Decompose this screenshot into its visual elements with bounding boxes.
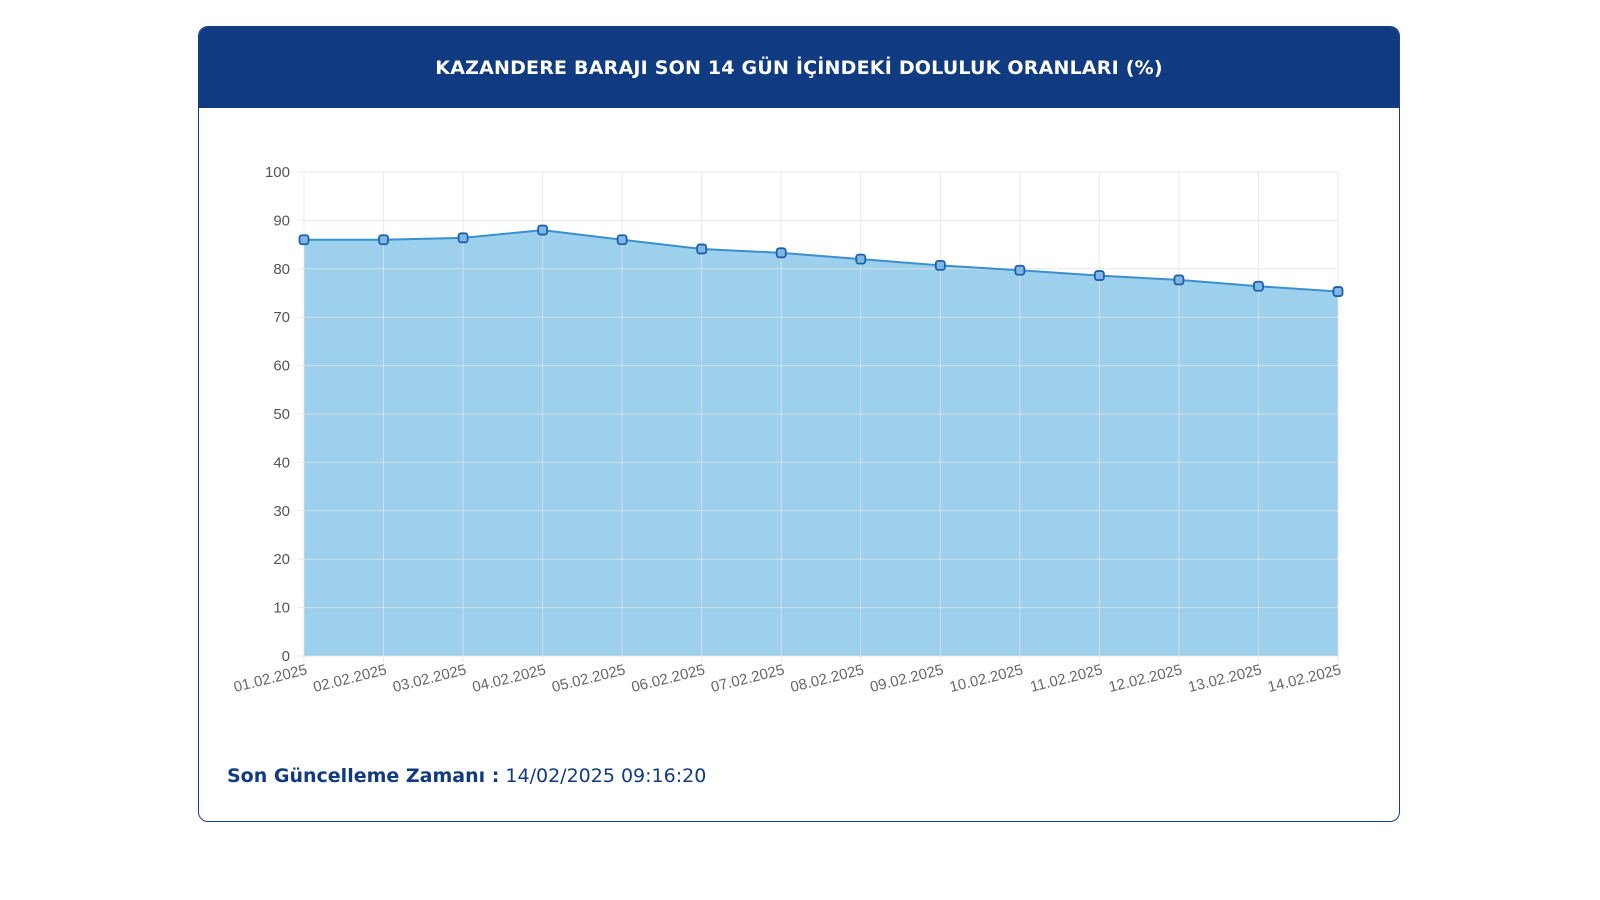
area-fill — [304, 230, 1338, 656]
x-tick-label: 09.02.2025 — [868, 661, 945, 696]
x-tick-label: 05.02.2025 — [550, 661, 627, 696]
data-point — [775, 247, 787, 259]
data-point — [457, 232, 469, 244]
y-tick-label: 50 — [273, 406, 290, 423]
y-tick-label: 10 — [273, 600, 290, 617]
data-point — [616, 234, 628, 246]
y-tick-label: 100 — [265, 164, 290, 181]
data-point — [1253, 280, 1264, 292]
chart-card: KAZANDERE BARAJI SON 14 GÜN İÇİNDEKİ DOL… — [198, 26, 1400, 822]
series-line — [304, 229, 1339, 293]
data-point — [855, 253, 867, 265]
y-tick-label: 20 — [273, 551, 290, 568]
card-header: KAZANDERE BARAJI SON 14 GÜN İÇİNDEKİ DOL… — [199, 27, 1399, 108]
data-point — [1173, 274, 1185, 286]
last-update-value: 14/02/2025 09:16:20 — [505, 765, 707, 787]
data-point — [1014, 264, 1026, 276]
fill-rate-chart: 0 10 20 30 40 50 60 70 80 90 100 01.02.2025 02.02.20… — [232, 164, 1344, 696]
data-point — [934, 260, 946, 271]
data-point — [1093, 270, 1105, 281]
x-tick-label: 03.02.2025 — [391, 661, 468, 696]
x-tick-label: 14.02.2025 — [1266, 661, 1343, 696]
y-tick-label: 90 — [273, 212, 290, 229]
data-point — [378, 234, 389, 246]
x-tick-label: 10.02.2025 — [948, 661, 1025, 696]
x-tick-label: 07.02.2025 — [709, 661, 786, 696]
chart-area: 0 10 20 30 40 50 60 70 80 90 100 01.02.2025 02.02.20… — [199, 108, 1399, 738]
last-update: Son Güncelleme Zamanı : 14/02/2025 09:16… — [227, 765, 706, 787]
y-tick-label: 30 — [273, 503, 290, 520]
x-tick-label: 06.02.2025 — [630, 661, 707, 696]
chart-title: KAZANDERE BARAJI SON 14 GÜN İÇİNDEKİ DOL… — [435, 56, 1163, 79]
data-point — [537, 224, 549, 236]
x-tick-label: 12.02.2025 — [1107, 661, 1184, 696]
x-tick-label: 04.02.2025 — [471, 661, 548, 696]
x-tick-label: 01.02.2025 — [232, 661, 309, 696]
data-point — [298, 234, 310, 246]
x-tick-label: 02.02.2025 — [312, 661, 389, 696]
data-point — [1332, 286, 1344, 297]
y-tick-label: 40 — [273, 454, 290, 471]
x-tick-label: 08.02.2025 — [789, 661, 866, 696]
y-tick-label: 60 — [273, 358, 290, 375]
data-point — [696, 243, 708, 255]
y-tick-label: 0 — [282, 648, 290, 665]
y-tick-label: 80 — [273, 261, 290, 278]
x-tick-label: 13.02.2025 — [1186, 661, 1263, 696]
last-update-label: Son Güncelleme Zamanı : — [227, 765, 500, 787]
x-tick-label: 11.02.2025 — [1028, 661, 1104, 695]
y-tick-label: 70 — [273, 309, 290, 326]
